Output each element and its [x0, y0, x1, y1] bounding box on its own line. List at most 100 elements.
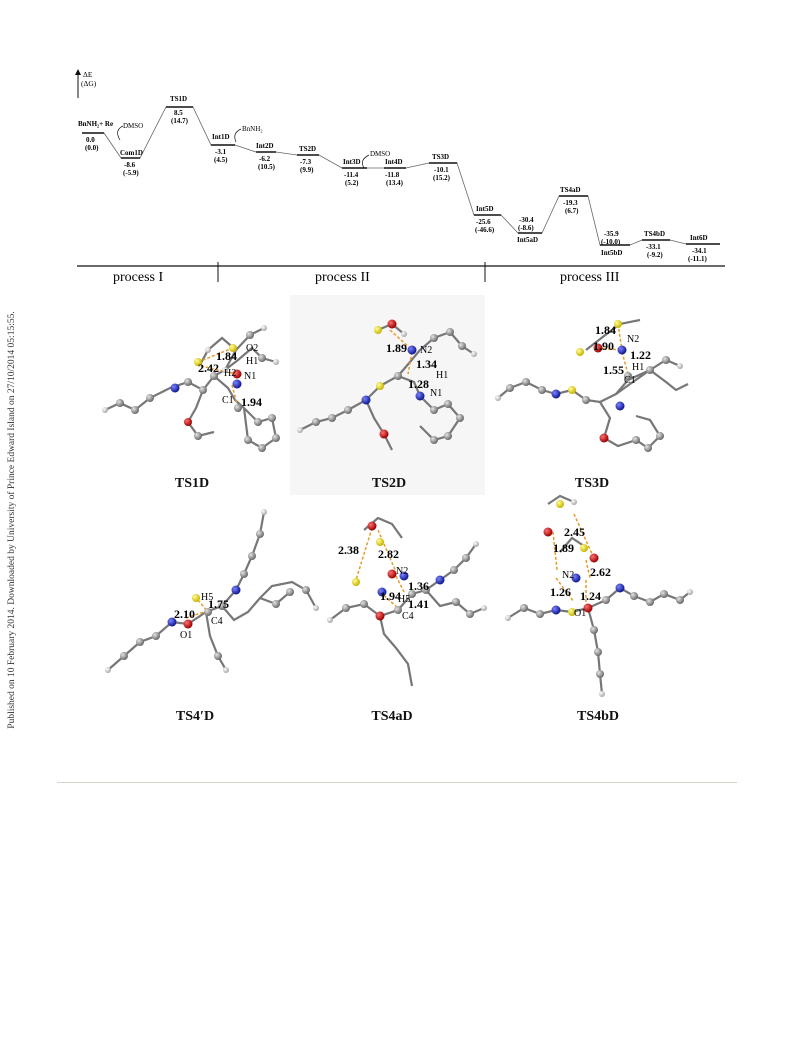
atom-label: N2 [627, 334, 639, 345]
structure-label-ts4pd: TS4′D [175, 709, 215, 724]
atom-label: N1 [430, 388, 442, 399]
bond-distance: 2.10 [174, 607, 195, 621]
bond-distance: 1.84 [595, 323, 616, 337]
state-energy: -10.1 [434, 166, 449, 174]
bond-distance: 2.38 [338, 543, 359, 557]
state-label: Int5bD [601, 249, 622, 257]
state-label: TS3D [432, 153, 449, 161]
axis-label-energy: ΔE [83, 70, 93, 79]
bond-distance: 1.22 [630, 348, 651, 362]
state-label: TS4aD [560, 186, 581, 194]
bond-distance: 1.24 [580, 589, 601, 603]
atom-label: C1 [222, 395, 234, 406]
energy-profile-diagram: ΔE (ΔG) BnNH₂+ Re 0.0 (0.0) Com1D -8.6 (… [75, 69, 725, 285]
atom-label: C4 [402, 611, 414, 622]
panel-ts1d [90, 295, 285, 495]
state-energy: 0.0 [86, 136, 95, 144]
bond-distance: 1.90 [593, 339, 614, 353]
bond-distance: 1.94 [241, 395, 262, 409]
atom-label: H5 [398, 594, 410, 605]
atom-label: O1 [180, 630, 192, 641]
state-gibbs: (-8.6) [518, 224, 534, 232]
state-gibbs: (-10.0) [601, 238, 621, 246]
y-axis-arrow [75, 69, 81, 98]
state-energy: -30.4 [519, 216, 534, 224]
state-gibbs: (-46.6) [475, 226, 495, 234]
atom-label: N1 [244, 371, 256, 382]
state-gibbs: (-5.9) [123, 169, 139, 177]
state-label: Int4D [385, 158, 403, 166]
state-energy: -11.4 [344, 171, 359, 179]
bond-distance: 1.36 [408, 579, 429, 593]
state-energy: 8.5 [174, 109, 183, 117]
state-label: Com1D [120, 149, 143, 157]
state-energy: -11.8 [385, 171, 400, 179]
annotation-bnnh2: BnNH₂ [242, 125, 263, 133]
state-energy: -8.6 [124, 161, 136, 169]
atom-label: N2 [396, 566, 408, 577]
state-gibbs: (14.7) [171, 117, 189, 125]
state-gibbs: (15.2) [433, 174, 451, 182]
bond-distance: 1.28 [408, 377, 429, 391]
state-gibbs: (0.0) [85, 144, 99, 152]
structure-label-ts3d: TS3D [574, 476, 610, 491]
state-gibbs: (13.4) [386, 179, 404, 187]
state-label: Int5D [476, 205, 494, 213]
atoms-ts1d [102, 325, 280, 452]
bond-distance: 2.45 [564, 525, 585, 539]
state-label: BnNH₂+ Re [78, 120, 113, 128]
state-gibbs: (9.9) [300, 166, 314, 174]
structure-label-ts2d: TS2D [371, 476, 407, 491]
atom-label: C4 [211, 616, 223, 627]
annotation-arrow [117, 125, 124, 141]
state-energy: -35.9 [604, 230, 619, 238]
state-label: TS4bD [644, 230, 665, 238]
atoms-ts4bd [505, 499, 693, 697]
atoms-ts2d [297, 319, 477, 444]
page-divider [57, 782, 737, 783]
annotation-dmso: DMSO [370, 150, 390, 158]
molecule-ts4pd [107, 511, 317, 671]
atom-label: H1 [436, 370, 448, 381]
state-gibbs: (5.2) [345, 179, 359, 187]
atom-label: N2 [420, 345, 432, 356]
atom-label: O1 [574, 608, 586, 619]
state-label: TS1D [170, 95, 187, 103]
annotation-arrow [234, 128, 242, 143]
state-gibbs: (-11.1) [688, 255, 708, 263]
bond-distance: 1.84 [216, 349, 237, 363]
atom-label: C1 [624, 375, 636, 386]
molecule-ts4ad-bonds [355, 527, 405, 609]
state-gibbs: (10.5) [258, 163, 276, 171]
annotation-dmso: DMSO [123, 122, 143, 130]
bond-distance: 1.75 [208, 597, 229, 611]
state-energy: -3.1 [215, 148, 227, 156]
process-label: process III [560, 270, 620, 285]
state-bars [82, 106, 720, 246]
state-label: TS2D [299, 145, 316, 153]
atoms-ts4ad [327, 521, 487, 623]
state-gibbs: (6.7) [565, 207, 579, 215]
state-energy: -19.3 [563, 199, 578, 207]
bond-distance: 1.34 [416, 357, 437, 371]
state-gibbs: (-9.2) [647, 251, 663, 259]
atoms-ts4pd [105, 509, 319, 673]
state-label: Int2D [256, 142, 274, 150]
process-label: process I [113, 270, 163, 285]
structure-label-ts1d: TS1D [174, 476, 210, 491]
bond-distance: 2.82 [378, 547, 399, 561]
bond-distance: 1.89 [386, 341, 407, 355]
state-label: Int5aD [517, 236, 538, 244]
state-energy: -6.2 [259, 155, 271, 163]
annotation-arrow [362, 154, 370, 169]
bond-distance: 1.26 [550, 585, 571, 599]
molecule-ts4bd-bonds [552, 513, 594, 603]
state-energy: -34.1 [692, 247, 707, 255]
panel-ts3d [490, 295, 690, 495]
atom-label: O2 [246, 343, 258, 354]
atom-label: H2 [224, 368, 236, 379]
bond-distance: 1.41 [408, 597, 429, 611]
profile-connector [103, 106, 720, 246]
atoms-ts3d [495, 320, 683, 452]
state-label: Int6D [690, 234, 708, 242]
